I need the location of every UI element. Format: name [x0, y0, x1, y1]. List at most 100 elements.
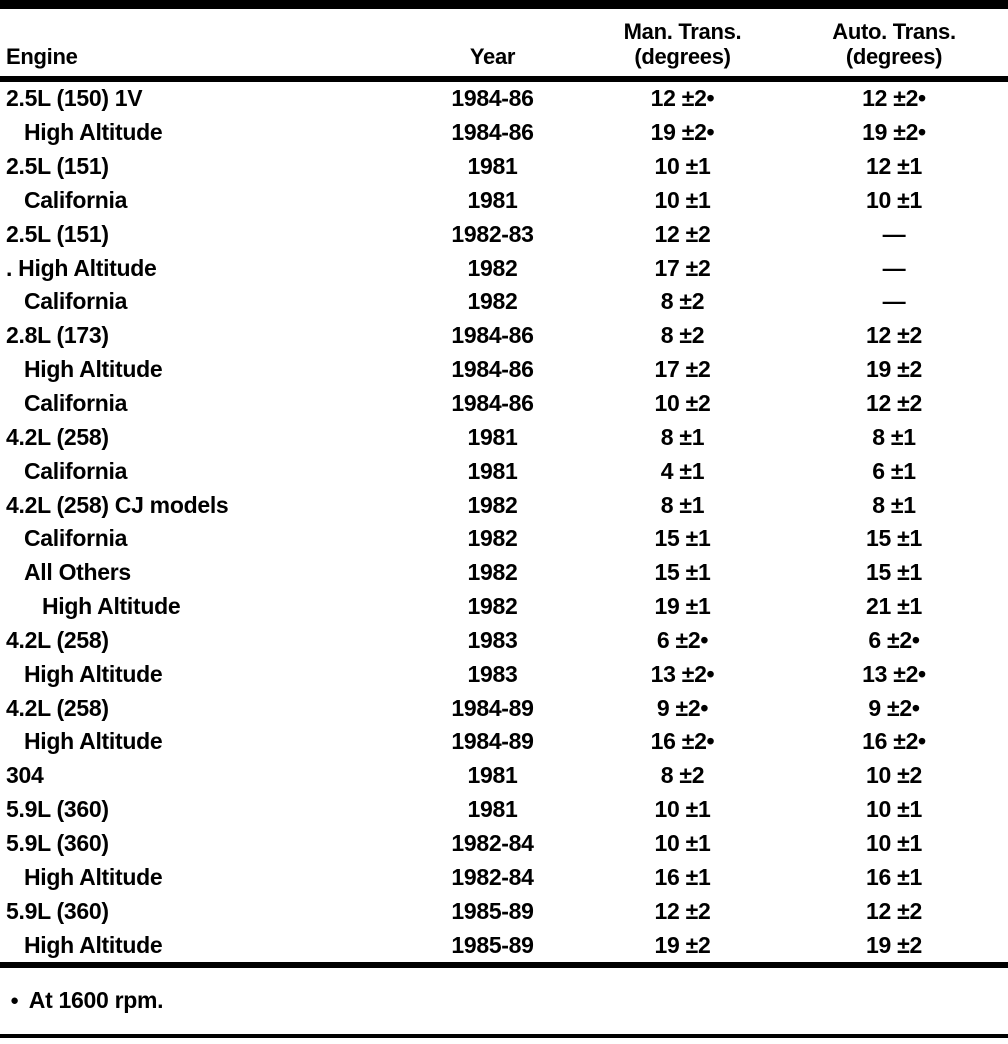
table-row: 2.5L (150) 1V 1984-86 12 ±2• 12 ±2•: [0, 82, 1008, 116]
auto-trans-cell: 6 ±1: [872, 457, 916, 484]
year-cell: 1984-86: [451, 390, 534, 417]
year-cell: 1984-89: [451, 694, 534, 721]
engine-cell: California: [24, 390, 128, 417]
auto-trans-cell: 19 ±2: [866, 931, 922, 958]
table-row: 4.2L (258) 1981 8 ±1 8 ±1: [0, 420, 1008, 454]
engine-cell: California: [24, 457, 128, 484]
column-header-man-trans-line2: (degrees): [634, 44, 731, 69]
man-trans-cell: 10 ±2: [654, 390, 711, 417]
engine-cell: High Altitude: [24, 660, 163, 687]
year-cell: 1984-86: [451, 356, 534, 383]
man-trans-cell: 16 ±1: [654, 863, 711, 890]
man-trans-cell: 8 ±2: [660, 288, 705, 315]
auto-trans-cell: 8 ±1: [872, 491, 916, 518]
year-cell: 1982: [467, 593, 518, 620]
engine-cell: All Others: [24, 559, 131, 586]
man-trans-cell: 15 ±1: [654, 559, 711, 586]
year-cell: 1983: [467, 660, 518, 687]
auto-trans-cell: 8 ±1: [872, 423, 916, 450]
engine-cell: California: [24, 186, 128, 213]
year-cell: 1981: [467, 423, 518, 450]
header-rule: [0, 76, 1008, 82]
auto-trans-cell: —: [882, 254, 906, 281]
table-row: High Altitude 1984-86 17 ±2 19 ±2: [0, 353, 1008, 387]
engine-cell: High Altitude: [24, 119, 163, 146]
man-trans-cell: 9 ±2•: [656, 694, 709, 721]
column-header-engine: Engine: [6, 44, 78, 69]
year-cell: 1982: [467, 559, 518, 586]
top-rule: [0, 0, 1008, 9]
table-row: California 1984-86 10 ±2 12 ±2: [0, 387, 1008, 421]
year-cell: 1985-89: [451, 931, 534, 958]
auto-trans-cell: —: [882, 220, 906, 247]
man-trans-cell: 8 ±2: [660, 762, 705, 789]
table-row: High Altitude 1982 19 ±1 21 ±1: [0, 590, 1008, 624]
table-row: High Altitude 1985-89 19 ±2 19 ±2: [0, 928, 1008, 962]
table-header-row: Engine Year Man. Trans. (degrees) Auto. …: [0, 9, 1008, 76]
table-row: California 1982 8 ±2 —: [0, 285, 1008, 319]
engine-cell: California: [24, 288, 128, 315]
auto-trans-cell: 12 ±2•: [862, 85, 926, 112]
table-row: . High Altitude 1982 17 ±2 —: [0, 251, 1008, 285]
year-cell: 1984-86: [451, 119, 534, 146]
table-row: 4.2L (258) CJ models 1982 8 ±1 8 ±1: [0, 488, 1008, 522]
man-trans-cell: 17 ±2: [654, 356, 711, 383]
man-trans-cell: 6 ±2•: [656, 626, 709, 653]
year-cell: 1985-89: [451, 897, 534, 924]
engine-cell: 4.2L (258): [6, 626, 109, 653]
auto-trans-cell: 10 ±1: [866, 186, 922, 213]
year-cell: 1982-84: [451, 829, 534, 856]
column-header-man-trans-line1: Man. Trans.: [623, 19, 742, 44]
engine-cell: High Altitude: [24, 931, 163, 958]
auto-trans-cell: 19 ±2•: [862, 119, 926, 146]
year-cell: 1983: [467, 626, 518, 653]
man-trans-cell: 17 ±2: [654, 254, 711, 281]
engine-cell: . High Altitude: [6, 254, 157, 281]
table-row: High Altitude 1984-86 19 ±2• 19 ±2•: [0, 116, 1008, 150]
man-trans-cell: 4 ±1: [660, 457, 705, 484]
table-row: 5.9L (360) 1985-89 12 ±2 12 ±2: [0, 894, 1008, 928]
auto-trans-cell: 19 ±2: [866, 356, 922, 383]
engine-cell: 5.9L (360): [6, 796, 109, 823]
table-row: 5.9L (360) 1981 10 ±1 10 ±1: [0, 793, 1008, 827]
year-cell: 1984-86: [451, 322, 534, 349]
engine-cell: High Altitude: [42, 593, 181, 620]
year-cell: 1984-89: [451, 728, 534, 755]
engine-cell: 2.8L (173): [6, 322, 109, 349]
auto-trans-cell: 12 ±2: [866, 390, 922, 417]
column-header-auto-trans: Auto. Trans. (degrees): [800, 19, 988, 69]
year-cell: 1981: [467, 796, 518, 823]
table-row: All Others 1982 15 ±1 15 ±1: [0, 556, 1008, 590]
engine-cell: High Altitude: [24, 863, 163, 890]
year-cell: 1981: [467, 186, 518, 213]
auto-trans-cell: 6 ±2•: [868, 626, 920, 653]
table-body: 2.5L (150) 1V 1984-86 12 ±2• 12 ±2• High…: [0, 82, 1008, 962]
engine-cell: 304: [6, 762, 44, 789]
engine-cell: 4.2L (258) CJ models: [6, 491, 229, 518]
man-trans-cell: 10 ±1: [654, 796, 711, 823]
engine-cell: 4.2L (258): [6, 694, 109, 721]
table-row: 2.5L (151) 1981 10 ±1 12 ±1: [0, 150, 1008, 184]
engine-cell: 2.5L (150) 1V: [6, 85, 143, 112]
year-cell: 1981: [467, 153, 518, 180]
year-cell: 1982: [467, 254, 518, 281]
year-cell: 1982: [467, 491, 518, 518]
year-cell: 1982: [467, 525, 518, 552]
man-trans-cell: 19 ±2: [654, 931, 711, 958]
footnote: ● At 1600 rpm.: [0, 968, 1008, 1034]
engine-cell: 4.2L (258): [6, 423, 109, 450]
table-row: High Altitude 1983 13 ±2• 13 ±2•: [0, 657, 1008, 691]
man-trans-cell: 12 ±2•: [650, 85, 715, 112]
auto-trans-cell: 12 ±2: [866, 322, 922, 349]
table-row: 2.8L (173) 1984-86 8 ±2 12 ±2: [0, 319, 1008, 353]
man-trans-cell: 19 ±2•: [650, 119, 715, 146]
man-trans-cell: 12 ±2: [654, 220, 711, 247]
auto-trans-cell: 9 ±2•: [868, 694, 920, 721]
engine-cell: 5.9L (360): [6, 897, 109, 924]
auto-trans-cell: 21 ±1: [866, 593, 922, 620]
man-trans-cell: 8 ±1: [660, 491, 705, 518]
table-bottom-rule: [0, 961, 1008, 968]
auto-trans-cell: —: [882, 288, 906, 315]
man-trans-cell: 13 ±2•: [650, 660, 715, 687]
